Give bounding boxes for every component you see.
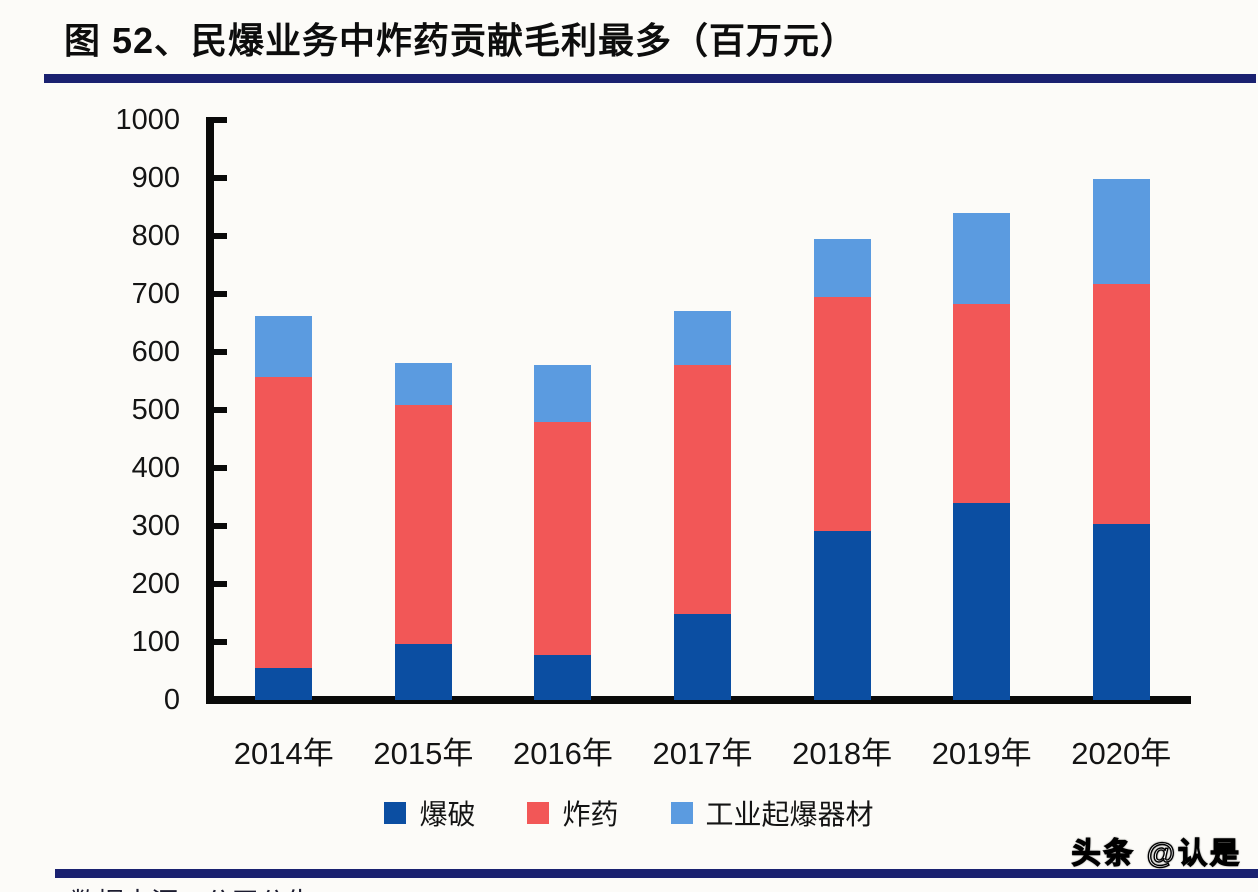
x-axis-label: 2015年 <box>373 736 474 771</box>
y-tick-mark <box>214 407 227 413</box>
bar-segment-爆破 <box>953 503 1011 700</box>
x-axis-label: 2020年 <box>1071 736 1172 771</box>
bar-segment-工业起爆器材 <box>394 363 452 406</box>
y-tick-mark <box>214 175 227 181</box>
chart-title: 图 52、民爆业务中炸药贡献毛利最多（百万元） <box>64 20 858 61</box>
legend-item-工业起爆器材: 工业起爆器材 <box>670 793 874 833</box>
y-tick-label: 600 <box>131 336 180 368</box>
bar-2015年 <box>394 120 452 700</box>
bar-segment-爆破 <box>255 668 313 700</box>
bar-segment-爆破 <box>673 614 731 700</box>
watermark-text: 头条 @认是 <box>1071 837 1242 870</box>
y-tick-mark <box>214 117 227 123</box>
legend-swatch-icon <box>670 802 693 824</box>
bar-2017年 <box>673 120 731 700</box>
x-axis-line <box>206 696 1191 704</box>
bar-2019年 <box>953 120 1011 700</box>
y-tick-mark <box>214 233 227 239</box>
x-axis-label: 2016年 <box>512 736 613 771</box>
bar-2016年 <box>534 120 592 700</box>
bar-segment-炸药 <box>255 376 313 669</box>
bar-segment-工业起爆器材 <box>953 212 1011 304</box>
chart-legend: 爆破 炸药 工业起爆器材 <box>0 793 1258 833</box>
bar-segment-工业起爆器材 <box>673 310 731 365</box>
y-tick-label: 200 <box>131 568 180 600</box>
y-tick-label: 400 <box>131 452 180 484</box>
x-axis-label: 2019年 <box>931 736 1032 771</box>
y-tick-label: 300 <box>131 510 180 542</box>
y-tick-label: 100 <box>131 626 180 658</box>
legend-item-爆破: 爆破 <box>384 793 475 833</box>
y-axis-line <box>206 117 214 704</box>
bar-segment-爆破 <box>1092 523 1150 700</box>
bar-segment-工业起爆器材 <box>534 365 592 422</box>
x-axis-labels: 2014年 2015年 2016年 2017年 2018年 2019年 2020年 <box>214 728 1191 773</box>
y-tick-mark <box>214 349 227 355</box>
plot-area <box>214 120 1191 700</box>
bar-2020年 <box>1092 120 1150 700</box>
bar-segment-工业起爆器材 <box>1092 179 1150 284</box>
bar-segment-爆破 <box>394 643 452 700</box>
x-axis-label: 2017年 <box>652 736 753 771</box>
y-tick-mark <box>214 639 227 645</box>
y-tick-label: 900 <box>131 162 180 194</box>
footer-rule <box>55 869 1258 878</box>
y-tick-label: 0 <box>163 684 180 716</box>
legend-swatch-icon <box>527 802 550 824</box>
y-tick-mark <box>214 523 227 529</box>
title-rule <box>44 74 1256 83</box>
y-tick-mark <box>214 465 227 471</box>
legend-label: 炸药 <box>562 799 619 830</box>
bar-2018年 <box>813 120 871 700</box>
y-tick-label: 800 <box>131 220 180 252</box>
y-tick-mark <box>214 581 227 587</box>
legend-label: 工业起爆器材 <box>705 799 874 830</box>
source-note-clipped: 数据来源：公司公告，…… <box>70 881 1220 892</box>
x-axis-label: 2014年 <box>233 736 334 771</box>
y-tick-mark <box>214 291 227 297</box>
bar-segment-工业起爆器材 <box>813 238 871 298</box>
y-tick-label: 500 <box>131 394 180 426</box>
bar-segment-爆破 <box>534 654 592 700</box>
bar-segment-炸药 <box>813 297 871 531</box>
legend-swatch-icon <box>384 802 407 824</box>
x-axis-label: 2018年 <box>792 736 893 771</box>
legend-label: 爆破 <box>419 799 476 830</box>
legend-item-炸药: 炸药 <box>527 793 619 833</box>
bar-segment-炸药 <box>673 364 731 615</box>
bar-2014年 <box>255 120 313 700</box>
bar-segment-炸药 <box>953 303 1011 504</box>
bar-segment-炸药 <box>1092 283 1150 524</box>
y-tick-label: 700 <box>131 278 180 310</box>
bar-segment-爆破 <box>813 530 871 700</box>
bar-segment-炸药 <box>534 421 592 655</box>
y-tick-label: 1000 <box>115 104 180 136</box>
bar-segment-炸药 <box>394 405 452 644</box>
bar-segment-工业起爆器材 <box>255 316 313 377</box>
